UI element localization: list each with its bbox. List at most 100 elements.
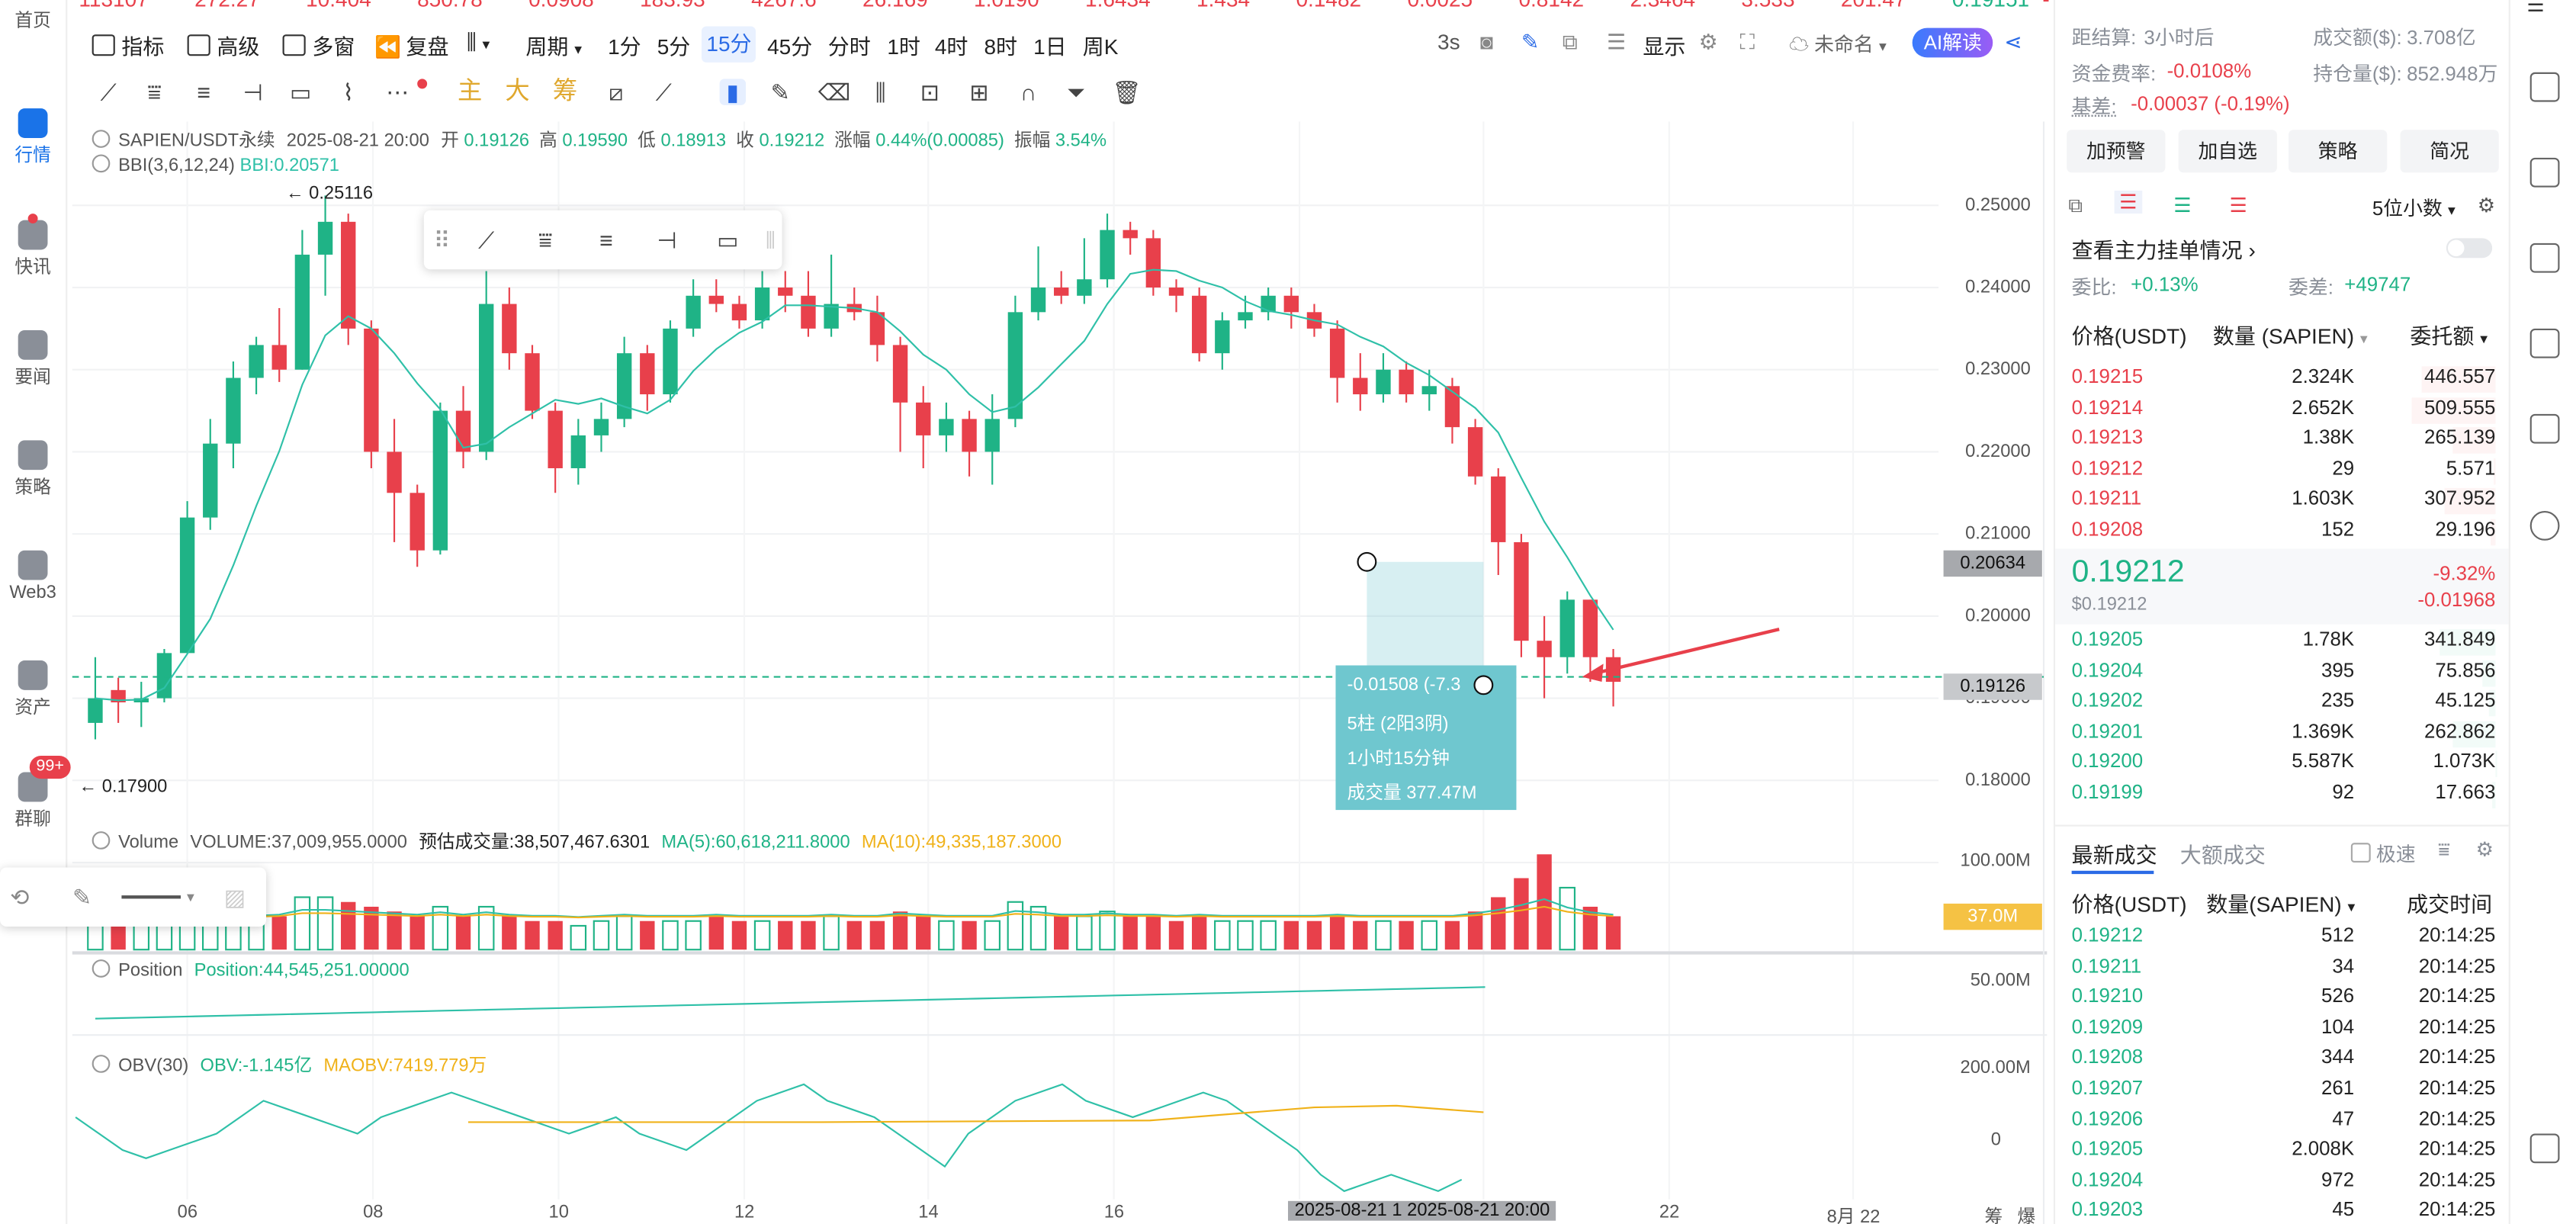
- horizontal-line-icon[interactable]: ⊣: [654, 226, 679, 252]
- ob-header-qty[interactable]: 数量 (SAPIEN) ▾: [2213, 319, 2368, 350]
- drag-handle-icon[interactable]: ⠿: [429, 226, 454, 252]
- volume-bar: [801, 921, 815, 949]
- measure-handle-top[interactable]: [1357, 552, 1376, 572]
- gear-icon[interactable]: ⚙: [2478, 194, 2495, 217]
- tab-large-trades[interactable]: 大额成交: [2180, 838, 2266, 869]
- filter-icon[interactable]: ⩸: [2438, 838, 2450, 863]
- fast-mode-checkbox[interactable]: 极速: [2351, 840, 2416, 868]
- volume-bar: [318, 897, 332, 949]
- diff-label: 委差:: [2289, 273, 2333, 301]
- volume-bar: [1422, 921, 1437, 949]
- monitor-icon[interactable]: [2530, 329, 2560, 358]
- position-tick: 50.00M: [1938, 971, 2031, 991]
- line-style-icon[interactable]: [121, 895, 181, 898]
- sync-icon[interactable]: ⟲: [7, 884, 33, 910]
- chips-toggle[interactable]: 筹: [1984, 1203, 2003, 1224]
- order-qty: 1.369K: [2292, 719, 2354, 742]
- ob-header-price: 价格(USDT): [2072, 319, 2187, 350]
- open-interest-label: 持仓量($):: [2313, 59, 2401, 88]
- order-price: 0.19212: [2072, 456, 2143, 479]
- eye-icon[interactable]: [92, 155, 111, 173]
- trend-icon[interactable]: [2530, 243, 2560, 273]
- ob-header-amount[interactable]: 委托额 ▾: [2410, 319, 2488, 350]
- liquidation-toggle[interactable]: 爆: [2018, 1203, 2036, 1224]
- trade-header-qty[interactable]: 数量(SAPIEN) ▾: [2206, 887, 2355, 918]
- candle-body: [88, 699, 102, 723]
- target-icon[interactable]: [2530, 511, 2560, 541]
- tab-latest-trades[interactable]: 最新成交: [2072, 838, 2157, 869]
- etf-icon[interactable]: [2530, 414, 2560, 444]
- candle-body: [1399, 370, 1413, 394]
- order-amount: 45.125: [2435, 689, 2495, 712]
- main-orders-link[interactable]: 查看主力挂单情况 ›: [2072, 233, 2256, 265]
- popout-icon[interactable]: ⧉: [2068, 194, 2082, 218]
- decimals-dropdown[interactable]: 5位小数 ▾: [2372, 194, 2456, 222]
- layout-icon[interactable]: [2530, 72, 2560, 102]
- strategy-button[interactable]: 策略: [2289, 130, 2387, 172]
- ratio-label: 委比:: [2072, 273, 2117, 301]
- trade-time: 20:14:25: [2419, 1107, 2496, 1129]
- eye-icon[interactable]: [92, 1055, 111, 1073]
- menu-icon[interactable]: ☰: [2526, 0, 2544, 17]
- fast-mode-label: 极速: [2376, 843, 2416, 866]
- volume-bar: [387, 911, 401, 949]
- overview-button[interactable]: 简况: [2400, 130, 2498, 172]
- trade-time: 20:14:25: [2419, 924, 2496, 946]
- trade-time: 20:14:25: [2419, 954, 2496, 977]
- order-qty: 1.38K: [2303, 426, 2355, 448]
- order-amount: 17.663: [2435, 779, 2495, 802]
- volume-bar: [617, 916, 631, 949]
- open-interest-value: 852.948万: [2407, 59, 2497, 88]
- ask-row[interactable]: 0.19213 1.38K 265.139: [2072, 426, 2496, 455]
- rectangle-tool-icon[interactable]: ▭: [715, 226, 740, 252]
- eye-icon[interactable]: [92, 130, 111, 148]
- order-price: 0.19213: [2072, 426, 2143, 448]
- volume-bar: [709, 916, 724, 949]
- trendline-tool-icon[interactable]: ⟋: [473, 226, 499, 252]
- measure-handle-bottom[interactable]: [1473, 675, 1493, 695]
- panel-layout-icon[interactable]: [2530, 1133, 2560, 1163]
- style-icon[interactable]: ▨: [222, 884, 248, 910]
- trade-time: 20:14:25: [2419, 1076, 2496, 1099]
- annotation-arrowhead: [1582, 663, 1604, 682]
- orderbook-bids-icon[interactable]: ☰: [2173, 194, 2191, 217]
- pencil-icon[interactable]: ✎: [69, 884, 95, 910]
- eye-icon[interactable]: [92, 831, 111, 850]
- chevron-down-icon: ▾: [2480, 330, 2488, 347]
- last-change-pct: -9.32%: [2433, 562, 2496, 585]
- chevron-down-icon[interactable]: ▾: [178, 884, 204, 910]
- dollar-doc-icon[interactable]: [2530, 158, 2560, 188]
- order-price: 0.19205: [2072, 628, 2143, 651]
- add-watchlist-button[interactable]: 加自选: [2179, 130, 2277, 172]
- price-tick: 0.22000: [1965, 442, 2031, 462]
- collapse-icon[interactable]: ⦀: [757, 226, 783, 252]
- candle-body: [686, 296, 700, 329]
- price-tick: 0.24000: [1965, 278, 2031, 297]
- orderbook-both-icon[interactable]: ☰: [2115, 191, 2142, 214]
- bar-time: 2025-08-21 20:00: [287, 131, 429, 151]
- eye-icon[interactable]: [92, 959, 111, 978]
- main-orders-toggle[interactable]: [2446, 238, 2492, 258]
- horizontal-lines-icon[interactable]: ≡: [593, 226, 619, 252]
- trade-price: 0.19204: [2072, 1168, 2143, 1190]
- gear-icon[interactable]: ⚙: [2476, 838, 2494, 861]
- add-alert-button[interactable]: 加预警: [2067, 130, 2165, 172]
- parallel-channel-icon[interactable]: ⩸: [532, 226, 558, 252]
- order-amount: 265.139: [2424, 426, 2495, 448]
- orderbook-asks-icon[interactable]: ☰: [2229, 194, 2247, 217]
- time-tick: 12: [734, 1203, 754, 1222]
- last-price-tag: 0.19126: [1944, 673, 2042, 699]
- order-amount: 5.571: [2446, 456, 2496, 479]
